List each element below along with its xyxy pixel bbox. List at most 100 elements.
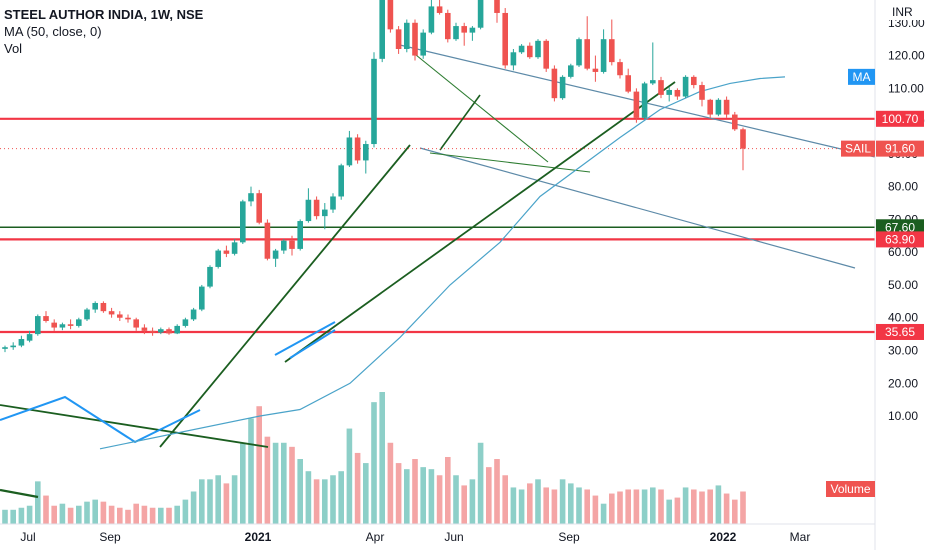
volume-bar [305,471,312,524]
candle-body [264,222,271,259]
volume-bar [166,507,172,524]
candle-body [617,62,623,76]
level-badge-bg [876,231,924,248]
volume-bar [313,479,320,524]
volume-bar [699,491,705,524]
volume-bar [256,406,262,524]
volume-bar [412,459,418,524]
volume-bar [609,493,615,524]
y-tick-label: 60.00 [888,245,918,259]
last-price-badge-text: 91.60 [885,142,915,156]
candle-body [723,99,730,115]
chart-title[interactable]: STEEL AUTHOR INDIA, 1W, NSE [4,7,204,22]
candle-body [510,52,517,66]
candle-body [395,29,402,50]
volume-bar [486,467,492,524]
candle-body [84,309,90,320]
candle-body [141,327,148,331]
candle-body [502,12,508,66]
level-badge-bg [876,219,924,236]
volume-bar [387,442,394,524]
candle-body [699,85,705,100]
volume-indicator-label[interactable]: Vol [4,41,23,56]
volume-badge-bg [826,481,875,497]
y-tick-label: 10.00 [888,409,918,423]
candle-body [691,76,697,86]
volume-bar [732,499,738,524]
ma-indicator-label[interactable]: MA (50, close, 0) [4,24,102,39]
volume-bar [617,491,623,524]
candle-body [18,339,25,346]
trend-line-green [0,404,269,448]
volume-bar [354,452,361,524]
volume-bar [707,489,713,524]
candle-body [2,347,8,349]
volume-bar [682,487,689,524]
symbol-badge-text: SAIL [845,142,871,156]
candle-body [190,309,197,320]
candle-body [551,68,558,99]
candle-body [650,80,656,84]
candle-body [518,45,525,53]
ma-badge-text: MA [853,70,871,84]
volume-bar [453,475,459,524]
time-axis[interactable]: Jul Sep 2021 Apr Jun Sep 2022 Mar [20,530,810,544]
volume-bar [158,507,164,524]
candle-body [363,144,369,161]
volume-bar [272,442,279,524]
volume-bar [76,505,82,524]
volume-bar [59,503,66,524]
volume-bar [322,479,328,524]
x-tick-label: Apr [366,530,385,544]
candle-body [625,75,631,92]
volume-bar [461,485,467,524]
candle-body [707,99,713,115]
level-badge-text: 67.60 [885,220,915,234]
volume-bar [363,463,369,524]
symbol-badge-bg [841,140,875,157]
volume-bar [264,436,271,524]
currency-label: INR [886,2,926,20]
volume-bar [149,507,156,524]
volume-bar [445,456,451,524]
volume-bar [543,487,549,524]
volume-bar [666,499,672,524]
candle-body [420,32,426,56]
candle-body [281,240,287,251]
level-badge-bg [876,323,924,340]
candles [2,0,746,353]
volume-bar [600,503,607,524]
volume-bar [18,507,25,524]
price-badges: 165.70100.7067.6063.9035.6591.60SAILMAVo… [826,68,924,497]
candle-body [182,319,189,326]
candle-body [584,39,590,69]
volume-bar [592,495,599,524]
candle-body [682,76,689,97]
candle-body [256,193,262,223]
volume-bar [92,499,98,524]
volume-bar [535,479,541,524]
volume-bar [568,483,574,524]
candle-body [108,311,115,315]
volume-bar [469,479,476,524]
candle-body [568,65,574,77]
candle-body [600,39,607,72]
level-badge-text: 100.70 [882,112,919,126]
candle-body [248,193,254,202]
candle-body [330,196,336,210]
volume-bar [641,489,648,524]
candle-body [240,201,246,243]
volume-bar [125,509,131,524]
volume-bar [404,469,410,524]
volume-bar [297,459,303,524]
y-tick-label: 40.00 [888,311,918,325]
volume-bar [420,467,426,524]
ma-badge-bg [848,68,875,85]
candle-body [76,319,82,326]
candle-body [592,68,599,72]
trend-line-green [284,81,676,363]
volume-bar [510,487,517,524]
candle-body [461,26,467,33]
candle-body [371,58,377,145]
